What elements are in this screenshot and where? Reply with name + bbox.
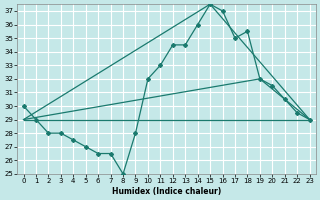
X-axis label: Humidex (Indice chaleur): Humidex (Indice chaleur) xyxy=(112,187,221,196)
